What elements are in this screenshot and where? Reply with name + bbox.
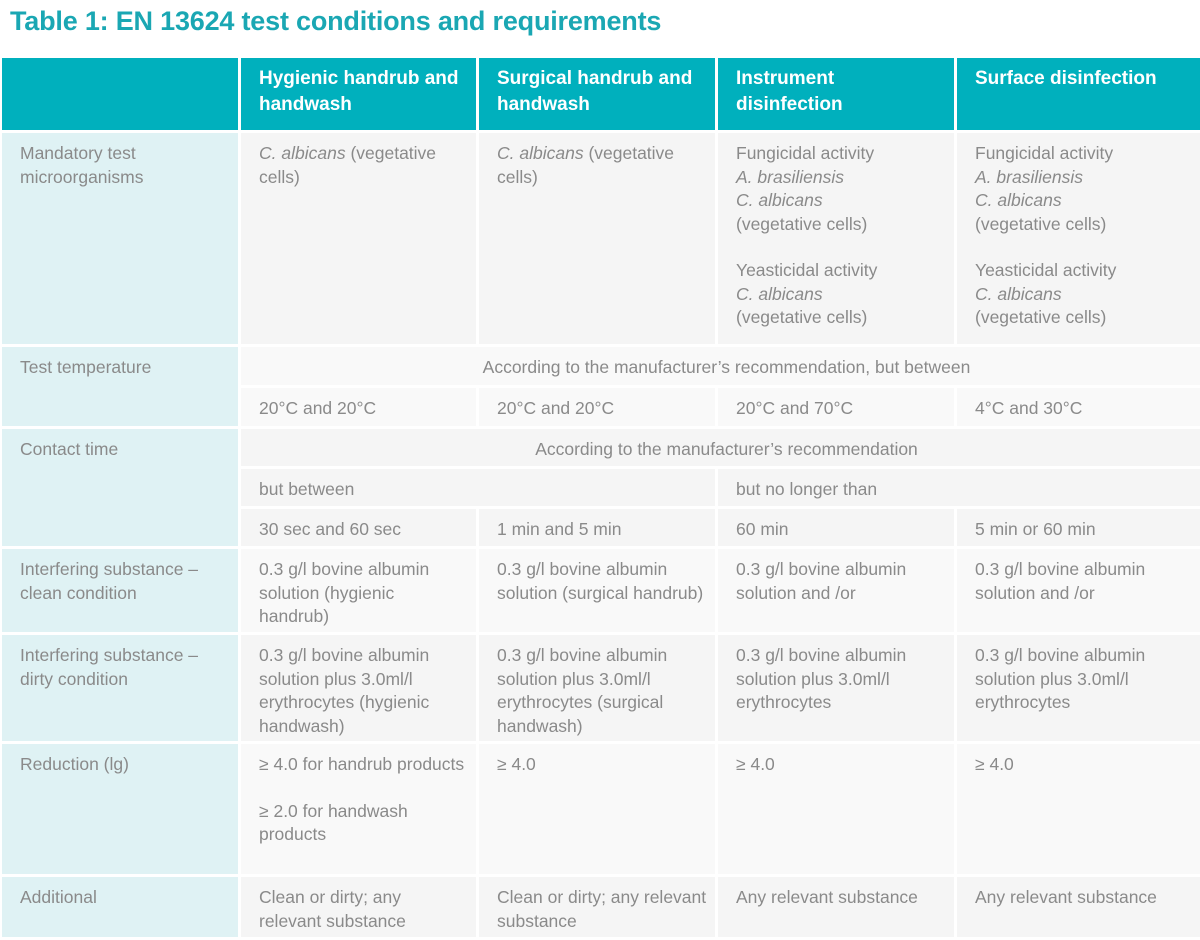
table-cell: Fungicidal activity A. brasiliensis C. a… [957,133,1200,344]
header-cell-surgical: Surgical handrub and handwash [479,58,715,130]
table-row: Reduction (lg) ≥ 4.0 for handrub product… [2,744,1200,874]
table-row: 20°C and 20°C 20°C and 20°C 20°C and 70°… [2,388,1200,426]
table-cell: 0.3 g/l bovine albumin solution and /or [957,549,1200,632]
cell-text: Fungicidal activity [736,143,875,163]
cell-text: Yeasticidal activity [975,260,1117,280]
header-cell-hygienic: Hygienic handrub and handwash [241,58,476,130]
organism-name: C. albicans [736,190,823,210]
table-cell: but between [241,469,715,506]
table-row: Mandatory test microorganisms C. albican… [2,133,1200,344]
table-cell: Clean or dirty; any relevant substance [241,877,476,937]
cell-text: (vegetative cells) [736,213,868,234]
cell-text: Yeasticidal activity [736,260,878,280]
page-title: Table 1: EN 13624 test conditions and re… [10,6,662,36]
table-cell: ≥ 4.0 [957,744,1200,874]
table-cell: 0.3 g/l bovine albumin solution plus 3.0… [479,635,715,741]
table-cell: 20°C and 70°C [718,388,954,426]
requirements-table: Hygienic handrub and handwash Surgical h… [0,55,1200,940]
table-row: but between but no longer than [2,469,1200,506]
cell-text: (vegetative cells) [259,143,437,187]
table-row: Test temperature According to the manufa… [2,347,1200,426]
cell-text: Fungicidal activity [975,143,1114,163]
table-cell: 4°C and 30°C [957,388,1200,426]
table-cell: Any relevant substance [718,877,954,937]
table-cell: 30 sec and 60 sec [241,509,476,546]
header-row: Hygienic handrub and handwash Surgical h… [2,58,1200,130]
table-cell: 0.3 g/l bovine albumin solution and /or [718,549,954,632]
row-label: Mandatory test microorganisms [2,133,238,344]
table-cell: 0.3 g/l bovine albumin solution plus 3.0… [957,635,1200,741]
organism-name: C. albicans [975,283,1062,304]
table-cell: ≥ 4.0 [479,744,715,874]
header-cell-surface: Surface disinfection [957,58,1200,130]
table-cell: According to the manufacturer’s recommen… [241,347,1200,385]
cell-text: (vegetative cells) [975,307,1107,327]
header-cell-instrument: Instrument disinfection [718,58,954,130]
organism-name: A. brasiliensis [975,166,1083,187]
cell-text: ≥ 4.0 for handrub products [259,754,465,774]
table-cell: 0.3 g/l bovine albumin solution plus 3.0… [241,635,476,741]
cell-text: (vegetative cells) [975,213,1107,234]
organism-name: C. albicans [497,143,584,163]
table-cell: ≥ 4.0 for handrub products ≥ 2.0 for han… [241,744,476,874]
row-label: Test temperature [2,347,238,426]
table-cell: 20°C and 20°C [479,388,715,426]
table-row: Interfering substance – dirty condition … [2,635,1200,741]
table-cell: C. albicans (vegetative cells) [479,133,715,344]
row-label: Contact time [2,429,238,546]
cell-text: ≥ 2.0 for handwash products [259,800,408,845]
table-row: Interfering substance – clean condition … [2,549,1200,632]
table-cell: 0.3 g/l bovine albumin solution (surgica… [479,549,715,632]
cell-text: (vegetative cells) [736,307,868,327]
table-cell: Clean or dirty; any relevant substance [479,877,715,937]
table-cell: C. albicans (vegetative cells) [241,133,476,344]
row-label: Interfering substance – clean condition [2,549,238,632]
table-row: 30 sec and 60 sec 1 min and 5 min 60 min… [2,509,1200,546]
organism-name: C. albicans [975,190,1062,210]
table-cell: 0.3 g/l bovine albumin solution plus 3.0… [718,635,954,741]
table-row: Contact time According to the manufactur… [2,429,1200,546]
organism-name: C. albicans [736,283,823,304]
row-label: Interfering substance – dirty condition [2,635,238,741]
cell-text: (vegetative cells) [497,143,675,187]
table-row: Additional Clean or dirty; any relevant … [2,877,1200,937]
table-cell: 20°C and 20°C [241,388,476,426]
table-cell: 5 min or 60 min [957,509,1200,546]
table-cell: ≥ 4.0 [718,744,954,874]
table-cell: 0.3 g/l bovine albumin solution (hygieni… [241,549,476,632]
table-cell: Fungicidal activity A. brasiliensis C. a… [718,133,954,344]
row-label: Additional [2,877,238,937]
table-cell: According to the manufacturer’s recommen… [241,429,1200,466]
organism-name: A. brasiliensis [736,166,844,187]
row-label: Reduction (lg) [2,744,238,874]
table-cell: but no longer than [718,469,1200,506]
table-cell: 1 min and 5 min [479,509,715,546]
table-cell: 60 min [718,509,954,546]
table-cell: Any relevant substance [957,877,1200,937]
organism-name: C. albicans [259,143,346,163]
header-cell-empty [2,58,238,130]
